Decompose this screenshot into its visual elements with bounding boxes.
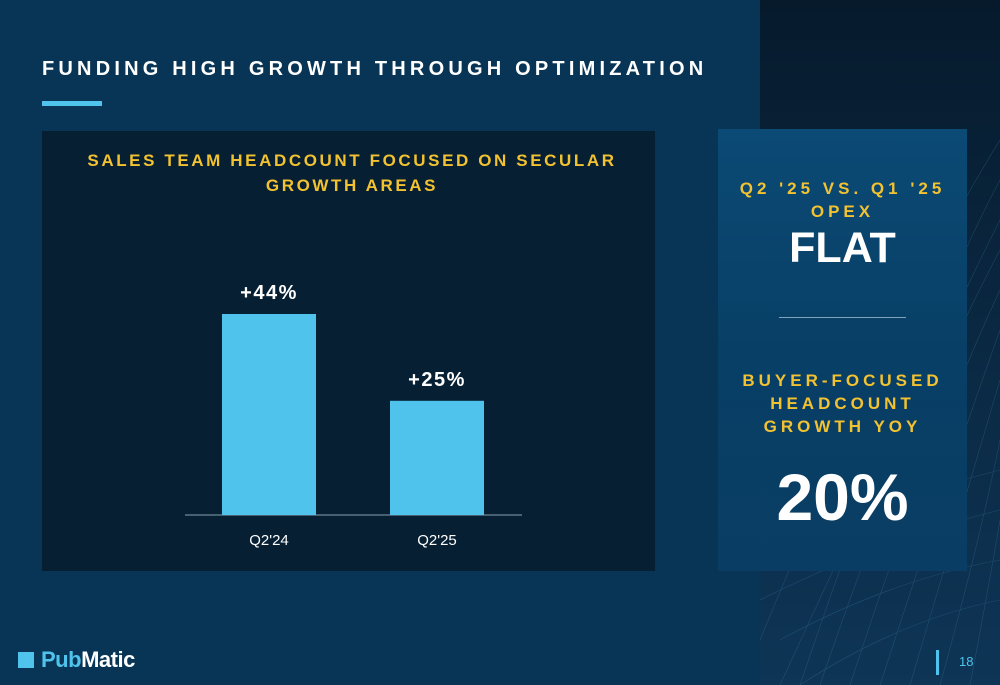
opex-label-line1: Q2 '25 VS. Q1 '25 <box>739 179 946 198</box>
bar-0 <box>222 314 316 515</box>
headcount-label-line1: BUYER-FOCUSED <box>742 371 943 390</box>
opex-label-line2: OPEX <box>810 202 875 221</box>
metrics-divider <box>779 317 906 318</box>
headcount-label: BUYER-FOCUSED HEADCOUNT GROWTH YOY <box>718 369 967 438</box>
pubmatic-logo: Pub Matic <box>18 647 135 672</box>
chart-title: SALES TEAM HEADCOUNT FOCUSED ON SECULAR … <box>42 148 662 198</box>
bar-1 <box>390 400 484 515</box>
opex-label: Q2 '25 VS. Q1 '25 OPEX <box>718 177 967 223</box>
metrics-panel: Q2 '25 VS. Q1 '25 OPEX FLAT BUYER-FOCUSE… <box>718 129 967 571</box>
logo-text-matic: Matic <box>81 647 135 672</box>
chart-title-line1: SALES TEAM HEADCOUNT FOCUSED ON SECULAR <box>87 151 617 170</box>
slide-title: FUNDING HIGH GROWTH THROUGH OPTIMIZATION <box>42 58 708 80</box>
page-number: 18 <box>959 654 974 669</box>
opex-value: FLAT <box>789 224 896 272</box>
chart-panel: SALES TEAM HEADCOUNT FOCUSED ON SECULAR … <box>42 131 655 571</box>
x-tick-label-0: Q2'24 <box>249 532 289 549</box>
headcount-label-line3: GROWTH YOY <box>763 417 922 436</box>
chart-title-line2: GROWTH AREAS <box>265 176 439 195</box>
bar-data-label-1: +25% <box>408 369 466 391</box>
logo-square-icon <box>18 652 34 668</box>
page-number-bar <box>936 650 939 675</box>
title-underline <box>42 101 102 106</box>
bar-chart: +44% Q2'24 +25% Q2'25 <box>185 282 522 549</box>
headcount-label-line2: HEADCOUNT <box>770 394 915 413</box>
headcount-growth-value: 20% <box>776 460 909 534</box>
logo-text-pub: Pub <box>41 647 82 672</box>
bar-data-label-0: +44% <box>240 282 298 304</box>
x-tick-label-1: Q2'25 <box>417 532 457 549</box>
